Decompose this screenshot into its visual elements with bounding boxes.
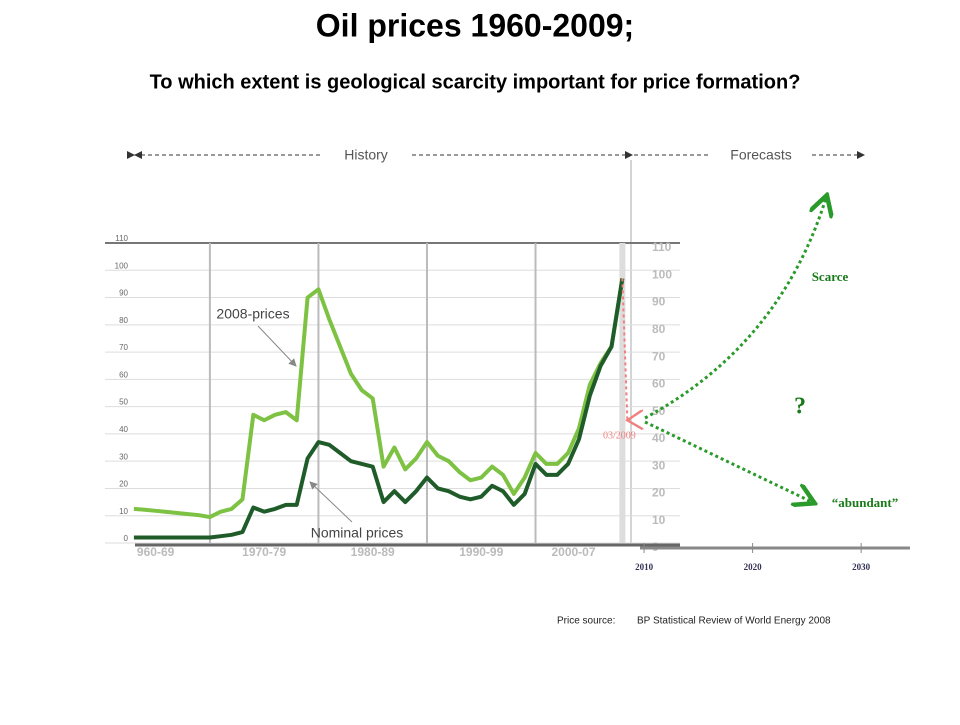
scarce-label: Scarce bbox=[812, 269, 849, 284]
y-tick-label: 70 bbox=[119, 343, 128, 352]
arrow-head bbox=[134, 151, 142, 159]
drop-label: 03/2009 bbox=[603, 431, 636, 442]
y2-tick-label: 40 bbox=[652, 431, 666, 445]
source: BP Statistical Review of World Energy 20… bbox=[637, 616, 831, 627]
y2-tick-label: 50 bbox=[652, 404, 666, 418]
y-tick-label: 40 bbox=[119, 425, 128, 434]
y-tick-label: 20 bbox=[119, 480, 128, 489]
y2-tick-label: 30 bbox=[652, 458, 666, 472]
y-tick-label: 90 bbox=[119, 289, 128, 298]
y-tick-label: 60 bbox=[119, 370, 128, 379]
abundant-label: “abundant” bbox=[832, 495, 898, 510]
y-tick-label: 110 bbox=[115, 234, 128, 243]
y2-tick-label: 70 bbox=[652, 349, 666, 363]
abundant-arrow bbox=[644, 420, 812, 502]
history-label: History bbox=[344, 147, 388, 163]
y2-tick-label: 20 bbox=[652, 486, 666, 500]
question-mark: ? bbox=[794, 394, 806, 420]
y-tick-label: 0 bbox=[124, 534, 129, 543]
y2-tick-label: 100 bbox=[652, 267, 672, 281]
pointer bbox=[257, 325, 297, 367]
forecast-label: Forecasts bbox=[730, 147, 791, 163]
y2-tick-label: 80 bbox=[652, 322, 666, 336]
pointer bbox=[309, 481, 353, 523]
title: Oil prices 1960-2009; bbox=[316, 7, 634, 43]
y-tick-label: 50 bbox=[119, 398, 128, 407]
x-tick-label: 960-69 bbox=[137, 545, 175, 559]
series-line bbox=[133, 278, 625, 540]
series-label: Nominal prices bbox=[311, 525, 404, 541]
source-label: Price source: bbox=[557, 616, 615, 627]
y2-tick-label: 90 bbox=[652, 295, 666, 309]
x-tick-label: 1980-89 bbox=[351, 545, 395, 559]
y-tick-label: 100 bbox=[115, 261, 129, 270]
y2-tick-label: 60 bbox=[652, 377, 666, 391]
series-line bbox=[133, 278, 625, 520]
x-tick-label: 1970-79 bbox=[242, 545, 286, 559]
forecast-tick-label: 2010 bbox=[635, 562, 654, 572]
y2-tick-label: 10 bbox=[652, 513, 666, 527]
y-tick-label: 30 bbox=[119, 452, 128, 461]
y-tick-label: 80 bbox=[119, 316, 128, 325]
subtitle: To which extent is geological scarcity i… bbox=[150, 71, 801, 93]
x-tick-label: 1990-99 bbox=[459, 545, 503, 559]
forecast-tick-label: 2030 bbox=[852, 562, 871, 572]
x-tick-label: 2000-07 bbox=[551, 545, 595, 559]
forecast-tick-label: 2020 bbox=[744, 562, 763, 572]
series-label: 2008-prices bbox=[216, 306, 289, 322]
y-tick-label: 10 bbox=[119, 507, 128, 516]
y2-tick-label: 110 bbox=[652, 240, 672, 254]
plot: 0010102020303040405050606070708080909010… bbox=[105, 234, 910, 572]
scarce-arrow bbox=[644, 198, 826, 420]
